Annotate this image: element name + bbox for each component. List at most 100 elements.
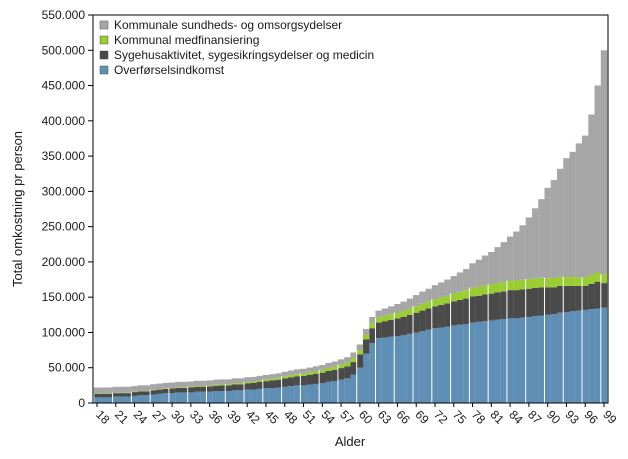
bar-segment — [219, 385, 225, 391]
bar-segment — [200, 387, 206, 392]
bar-segment — [175, 382, 181, 387]
bar-segment — [257, 389, 263, 403]
bar-segment — [169, 389, 175, 394]
bar-segment — [394, 318, 400, 336]
y-tick-label: 400.000 — [42, 114, 86, 128]
bar-segment — [401, 311, 407, 317]
bar-segment — [375, 317, 381, 322]
bar-segment — [601, 275, 607, 283]
bar-segment — [325, 382, 331, 403]
bar-segment — [438, 305, 444, 328]
bar-segment — [144, 395, 150, 403]
bar-segment — [557, 277, 563, 286]
bar-segment — [582, 310, 588, 403]
bar-segment — [563, 277, 569, 286]
bar-segment — [213, 385, 219, 386]
bar-segment — [131, 392, 137, 396]
bar-segment — [282, 387, 288, 403]
bar-segment — [238, 383, 244, 384]
bar-segment — [570, 311, 576, 403]
bar-segment — [250, 390, 256, 403]
bar-segment — [138, 391, 144, 395]
bar-segment — [407, 334, 413, 403]
bar-segment — [494, 292, 500, 320]
bar-segment — [469, 296, 475, 322]
bar-segment — [282, 376, 288, 378]
bar-segment — [225, 384, 231, 385]
bar-segment — [344, 363, 350, 367]
y-tick-label: 550.000 — [42, 8, 86, 22]
bar-segment — [175, 387, 181, 388]
bar-segment — [319, 373, 325, 384]
bar-segment — [213, 391, 219, 403]
bar-segment — [225, 379, 231, 384]
bar-segment — [125, 397, 131, 403]
bar-segment — [588, 275, 594, 284]
bar-segment — [313, 371, 319, 374]
bar-segment — [363, 335, 369, 340]
bar-segment — [257, 380, 263, 381]
bar-segment — [507, 290, 513, 318]
bar-segment — [482, 256, 488, 286]
bar-segment — [570, 286, 576, 311]
bar-segment — [526, 289, 532, 317]
bar-segment — [275, 373, 281, 378]
bar-segment — [225, 385, 231, 391]
bar-segment — [576, 143, 582, 277]
bar-segment — [338, 380, 344, 403]
bar-segment — [138, 385, 144, 391]
bar-segment — [194, 386, 200, 387]
bar-segment — [438, 297, 444, 304]
bar-segment — [382, 321, 388, 337]
bar-segment — [169, 393, 175, 403]
legend-swatch — [100, 66, 108, 74]
bar-segment — [232, 390, 238, 403]
bar-segment — [494, 247, 500, 283]
bar-segment — [269, 374, 275, 379]
bar-segment — [319, 365, 325, 370]
bar-segment — [357, 344, 363, 350]
bar-segment — [526, 317, 532, 403]
bar-segment — [163, 388, 169, 389]
bar-segment — [488, 320, 494, 403]
bar-segment — [482, 285, 488, 294]
bar-segment — [181, 382, 187, 387]
bar-segment — [463, 299, 469, 324]
bar-segment — [576, 277, 582, 286]
bar-segment — [150, 390, 156, 394]
bar-segment — [375, 323, 381, 339]
legend-label: Overførselsindkomst — [114, 63, 225, 77]
bar-segment — [156, 390, 162, 394]
bar-segment — [488, 252, 494, 284]
bar-segment — [369, 328, 375, 343]
bar-segment — [601, 308, 607, 403]
bar-segment — [294, 374, 300, 376]
bar-segment — [294, 376, 300, 385]
bar-segment — [501, 292, 507, 320]
bar-segment — [238, 384, 244, 390]
bar-segment — [300, 369, 306, 374]
bar-segment — [325, 371, 331, 382]
bar-segment — [394, 304, 400, 312]
bar-segment — [595, 272, 601, 281]
bar-segment — [544, 188, 550, 278]
bar-segment — [332, 362, 338, 367]
bar-segment — [513, 318, 519, 403]
bar-segment — [156, 394, 162, 403]
bar-segment — [169, 383, 175, 388]
bar-segment — [538, 287, 544, 315]
bar-segment — [544, 287, 550, 315]
bar-segment — [488, 294, 494, 321]
bar-segment — [369, 317, 375, 323]
bar-segment — [294, 369, 300, 374]
bar-segment — [513, 232, 519, 281]
bar-segment — [238, 378, 244, 383]
bar-segment — [588, 309, 594, 403]
bar-segment — [432, 299, 438, 306]
bar-segment — [519, 280, 525, 290]
bar-segment — [213, 380, 219, 385]
bar-segment — [413, 295, 419, 306]
bar-segment — [150, 395, 156, 403]
bar-segment — [225, 391, 231, 403]
